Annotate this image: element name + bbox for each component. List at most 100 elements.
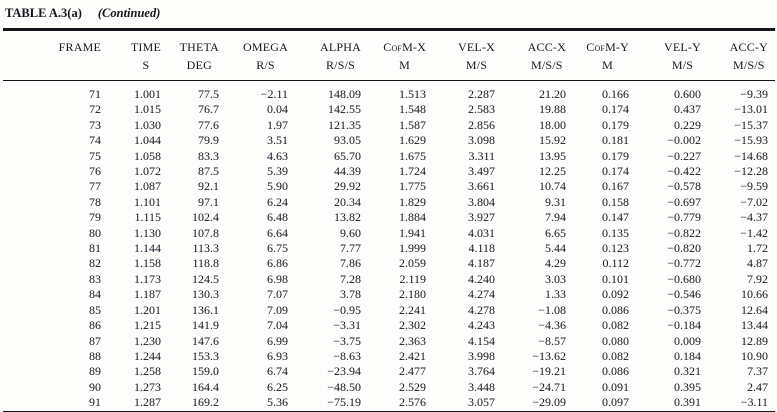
cell-alpha: −0.95 bbox=[333, 302, 361, 317]
table-body: 71 1.001 77.5 −2.11 148.09 1.513 2.287 21.20 0.1… bbox=[3, 81, 775, 412]
cell-omega: 4.63 bbox=[267, 148, 288, 163]
cell-vel_x: 4.118 bbox=[468, 241, 495, 256]
table-row: 85 1.201 136.1 7.09 −0.95 2.241 4.278 −1.08 0.08… bbox=[3, 303, 775, 318]
cell-cofm_y: 0.101 bbox=[602, 271, 629, 286]
cell-alpha: −23.94 bbox=[327, 364, 361, 379]
cell-acc_x: −13.62 bbox=[532, 348, 566, 363]
table-row: 84 1.187 130.3 7.07 3.78 2.180 4.274 1.33 0.092 −… bbox=[3, 287, 775, 302]
cell-theta: 169.2 bbox=[192, 395, 219, 410]
cell-frame: 74 bbox=[89, 133, 101, 148]
cell-alpha: 7.77 bbox=[340, 241, 361, 256]
table-row: 87 1.230 147.6 6.99 −3.75 2.363 4.154 −8.57 0.08… bbox=[3, 334, 775, 349]
cell-acc_x: −19.21 bbox=[532, 364, 566, 379]
cell-alpha: −75.19 bbox=[327, 395, 361, 410]
cell-vel_x: 4.243 bbox=[468, 318, 495, 333]
cell-cofm_y: 0.147 bbox=[602, 210, 629, 225]
cell-cofm_x: 2.180 bbox=[399, 287, 426, 302]
cell-time: 1.273 bbox=[134, 379, 161, 394]
col-header-vel-x: VEL-X M/S bbox=[426, 29, 495, 81]
cell-vel_x: 4.154 bbox=[468, 333, 495, 348]
cell-frame: 84 bbox=[89, 287, 101, 302]
table-row: 79 1.115 102.4 6.48 13.82 1.884 3.927 7.94 0.147… bbox=[3, 210, 775, 225]
cell-frame: 83 bbox=[89, 271, 101, 286]
table-row: 83 1.173 124.5 6.98 7.28 2.119 4.240 3.03 0.101 −… bbox=[3, 272, 775, 287]
cell-theta: 118.8 bbox=[192, 256, 219, 271]
table-row: 90 1.273 164.4 6.25 −48.50 2.529 3.448 −24.71 0.… bbox=[3, 380, 775, 395]
cell-time: 1.115 bbox=[134, 210, 161, 225]
cell-cofm_y: 0.174 bbox=[602, 164, 629, 179]
cell-vel_y: −0.822 bbox=[667, 225, 701, 240]
cell-time: 1.001 bbox=[134, 87, 161, 101]
cell-frame: 85 bbox=[89, 302, 101, 317]
cell-acc_x: 7.94 bbox=[545, 210, 566, 225]
cell-acc_x: 1.33 bbox=[545, 287, 566, 302]
table-row: 91 1.287 169.2 5.36 −75.19 2.576 3.057 −29.09 0.… bbox=[3, 395, 775, 411]
cell-acc_x: 3.03 bbox=[545, 271, 566, 286]
cell-cofm_x: 2.477 bbox=[399, 364, 426, 379]
cell-acc_x: 5.44 bbox=[545, 241, 566, 256]
cell-frame: 76 bbox=[89, 164, 101, 179]
col-header-vel-y: VEL-Y M/S bbox=[629, 29, 701, 81]
cell-theta: 76.7 bbox=[198, 102, 219, 117]
cell-cofm_x: 1.775 bbox=[399, 179, 426, 194]
cell-omega: 7.09 bbox=[267, 302, 288, 317]
col-header-acc-x: ACC-X M/S/S bbox=[495, 29, 566, 81]
cell-vel_x: 3.927 bbox=[468, 210, 495, 225]
cell-vel_y: 0.229 bbox=[674, 117, 701, 132]
cell-alpha: 13.82 bbox=[334, 210, 361, 225]
cell-cofm_y: 0.179 bbox=[602, 117, 629, 132]
cell-theta: 77.5 bbox=[198, 87, 219, 101]
cell-vel_y: −0.184 bbox=[667, 318, 701, 333]
cell-acc_y: −7.02 bbox=[740, 194, 768, 209]
cell-cofm_y: 0.082 bbox=[602, 348, 629, 363]
cell-omega: 6.25 bbox=[267, 379, 288, 394]
cell-vel_x: 4.031 bbox=[468, 225, 495, 240]
cell-alpha: 7.86 bbox=[340, 256, 361, 271]
table-row: 71 1.001 77.5 −2.11 148.09 1.513 2.287 21.20 0.1… bbox=[3, 81, 775, 103]
cell-vel_y: −0.227 bbox=[667, 148, 701, 163]
cell-acc_y: −3.11 bbox=[740, 395, 768, 410]
cell-acc_x: 15.92 bbox=[539, 133, 566, 148]
cell-omega: 6.75 bbox=[267, 241, 288, 256]
cell-omega: 6.24 bbox=[267, 194, 288, 209]
cell-cofm_x: 1.587 bbox=[399, 117, 426, 132]
cell-vel_y: 0.321 bbox=[674, 364, 701, 379]
cell-frame: 81 bbox=[89, 241, 101, 256]
cell-frame: 71 bbox=[89, 87, 101, 101]
col-header-cofm-x: CofM-X M bbox=[361, 29, 426, 81]
cell-theta: 164.4 bbox=[192, 379, 219, 394]
cell-vel_x: 3.998 bbox=[468, 348, 495, 363]
cell-theta: 141.9 bbox=[192, 318, 219, 333]
cell-cofm_x: 2.302 bbox=[399, 318, 426, 333]
cell-cofm_x: 2.529 bbox=[399, 379, 426, 394]
cell-theta: 87.5 bbox=[198, 164, 219, 179]
col-header-alpha: ALPHA R/S/S bbox=[288, 29, 361, 81]
table-row: 73 1.030 77.6 1.97 121.35 1.587 2.856 18.00 0.17… bbox=[3, 118, 775, 133]
col-header-theta: THETA DEG bbox=[161, 29, 219, 81]
cell-frame: 89 bbox=[89, 364, 101, 379]
cell-theta: 92.1 bbox=[198, 179, 219, 194]
cell-frame: 79 bbox=[89, 210, 101, 225]
cell-frame: 91 bbox=[89, 395, 101, 410]
cell-omega: 7.04 bbox=[267, 318, 288, 333]
cell-omega: 5.39 bbox=[267, 164, 288, 179]
cell-frame: 73 bbox=[89, 117, 101, 132]
cell-time: 1.201 bbox=[134, 302, 161, 317]
cell-alpha: −3.75 bbox=[333, 333, 361, 348]
table-number: TABLE A.3(a) bbox=[5, 6, 82, 20]
cell-acc_y: 10.90 bbox=[741, 348, 768, 363]
cell-omega: 6.93 bbox=[267, 348, 288, 363]
cell-time: 1.244 bbox=[134, 348, 161, 363]
cell-cofm_y: 0.112 bbox=[602, 256, 629, 271]
cell-acc_y: 1.72 bbox=[747, 241, 768, 256]
cell-frame: 77 bbox=[89, 179, 101, 194]
cell-theta: 107.8 bbox=[192, 225, 219, 240]
cell-cofm_y: 0.158 bbox=[602, 194, 629, 209]
cell-acc_x: −24.71 bbox=[532, 379, 566, 394]
cell-vel_x: 3.098 bbox=[468, 133, 495, 148]
table-continued-label: (Continued) bbox=[97, 6, 161, 20]
table-row: 81 1.144 113.3 6.75 7.77 1.999 4.118 5.44 0.123 −… bbox=[3, 241, 775, 256]
cell-cofm_x: 2.241 bbox=[399, 302, 426, 317]
cell-acc_y: −13.01 bbox=[734, 102, 768, 117]
